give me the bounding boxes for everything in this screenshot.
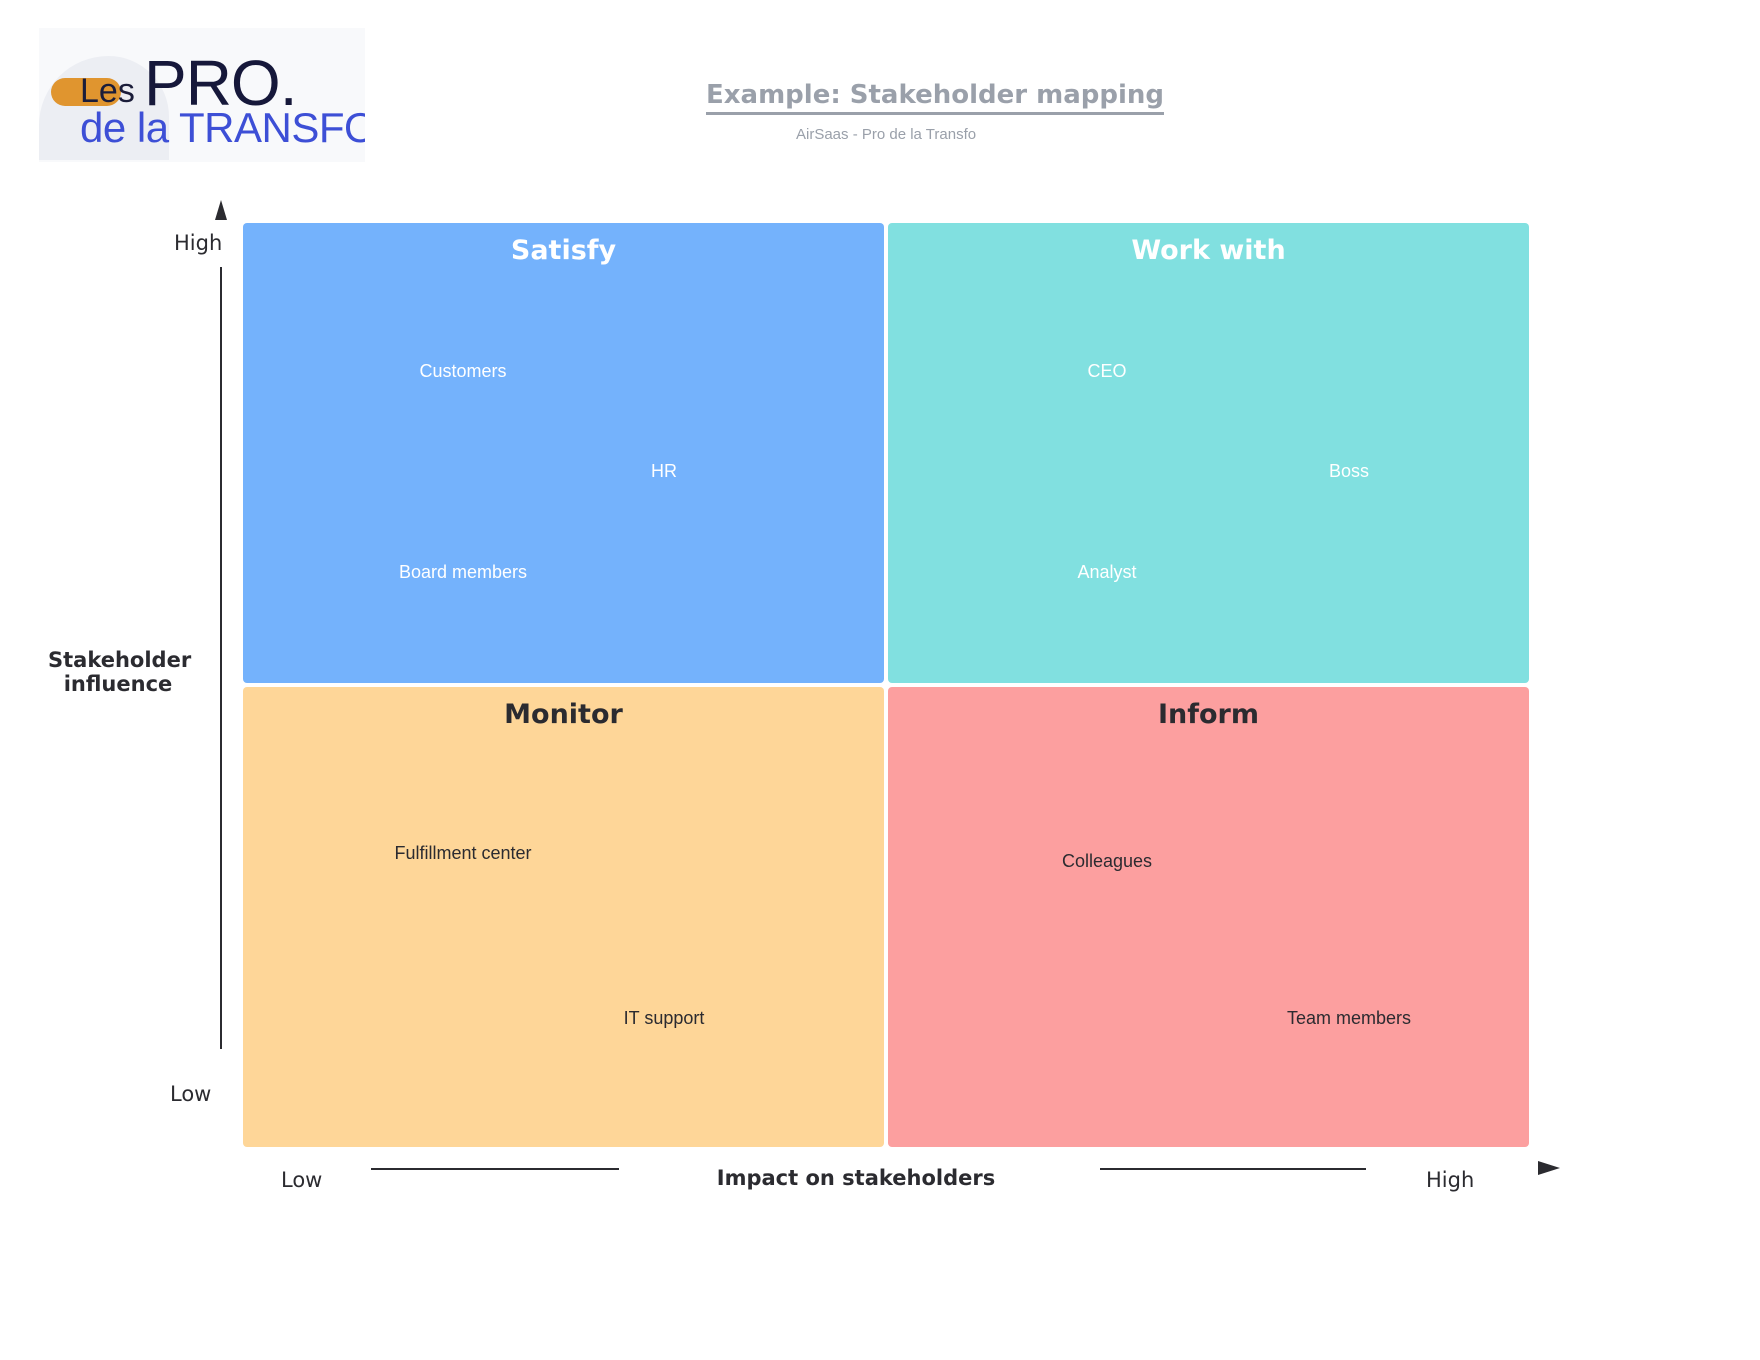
logo-text-transfo: de la TRANSFO. [80,104,365,151]
y-axis-low-label: Low [170,1082,212,1106]
y-axis-arrow-icon [215,200,227,220]
quadrant-satisfy: Satisfy Customers HR Board members [243,223,884,683]
stakeholder-item: Board members [398,562,528,582]
stakeholder-item: Fulfillment center [394,843,532,863]
quadrant-work-with: Work with CEO Boss Analyst [888,223,1529,683]
quadrant-title: Inform [1157,699,1259,730]
page-subtitle: AirSaas - Pro de la Transfo [796,126,977,143]
stakeholder-item: CEO [1087,361,1127,381]
quadrant-title: Satisfy [510,235,617,266]
stakeholder-item: Team members [1286,1008,1412,1028]
quadrant-monitor: Monitor Fulfillment center IT support [243,687,884,1147]
stakeholder-item: Colleagues [1061,851,1153,871]
quadrant-inform: Inform Colleagues Team members [888,687,1529,1147]
logo-text-les: Les [80,72,135,110]
page-title: Example: Stakeholder mapping [706,80,1164,115]
logo: Les PRO. de la TRANSFO. [39,28,365,162]
logo-mark [39,56,169,160]
logo-text-pro: PRO. [144,47,297,119]
stakeholder-item: Boss [1328,461,1370,481]
y-axis-title: Stakeholder influence [48,648,192,696]
stakeholder-item: IT support [623,1008,705,1028]
x-axis-arrow-icon [1538,1161,1560,1175]
x-axis-line-right [1100,1168,1366,1170]
y-axis-line [220,267,222,1049]
quadrant-title: Work with [1131,235,1286,266]
quadrant-title: Monitor [504,699,623,730]
logo-pill [51,78,121,106]
x-axis-line-left [371,1168,619,1170]
x-axis-title: Impact on stakeholders [716,1166,996,1190]
x-axis-high-label: High [1426,1168,1475,1192]
x-axis-low-label: Low [281,1168,323,1192]
stakeholder-item: Analyst [1077,562,1137,582]
stakeholder-item: HR [651,461,677,481]
stakeholder-item: Customers [419,361,507,381]
y-axis-high-label: High [174,231,223,255]
